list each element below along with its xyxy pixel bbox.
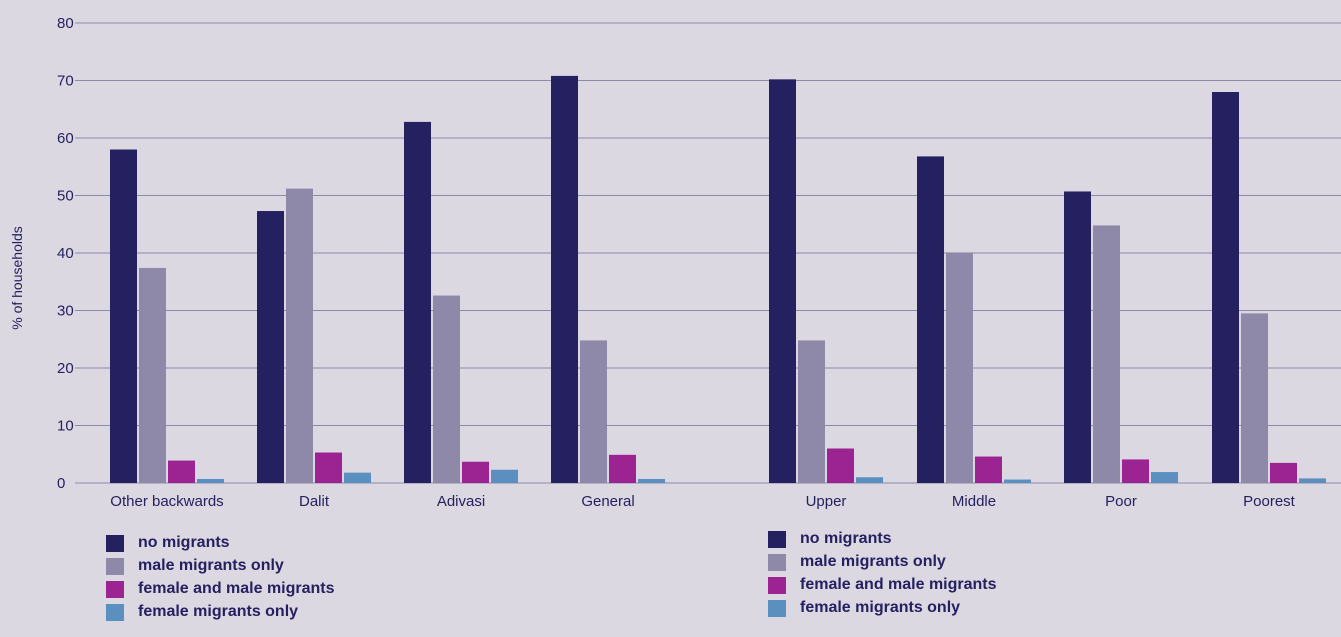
legend-label: no migrants xyxy=(800,530,892,547)
legend-item: female and male migrants xyxy=(768,576,997,594)
y-tick-label: 50 xyxy=(57,188,74,205)
legend-item: male migrants only xyxy=(768,553,997,571)
legend-item: male migrants only xyxy=(106,557,335,575)
bar xyxy=(551,75,578,484)
y-tick-label: 60 xyxy=(57,130,74,147)
legend-left: no migrants male migrants only female an… xyxy=(106,534,335,621)
legend-item: female and male migrants xyxy=(106,580,335,598)
legend-item: female migrants only xyxy=(106,603,335,621)
y-tick-label: 20 xyxy=(57,360,74,377)
bar xyxy=(827,448,854,483)
bar xyxy=(580,340,607,483)
x-tick-label: Poor xyxy=(1105,493,1137,510)
bars xyxy=(110,75,1326,484)
y-tick-labels: 0 10 20 30 40 50 60 70 80 xyxy=(57,15,74,492)
bar xyxy=(856,477,883,483)
legend-swatch xyxy=(768,599,786,617)
legend-label: female and male migrants xyxy=(800,576,997,593)
y-tick-label: 70 xyxy=(57,73,74,90)
legend-item: female migrants only xyxy=(768,599,997,617)
legend-item: no migrants xyxy=(768,530,997,548)
y-tick-label: 30 xyxy=(57,303,74,320)
bar xyxy=(946,252,973,483)
legend-swatch xyxy=(768,530,786,548)
bar xyxy=(433,295,460,483)
bar xyxy=(975,456,1002,483)
bar xyxy=(638,478,665,483)
legend-label: no migrants xyxy=(138,534,230,551)
legend-label: male migrants only xyxy=(800,553,946,570)
bar xyxy=(798,340,825,483)
x-tick-label: General xyxy=(581,493,634,510)
bar xyxy=(1004,479,1031,483)
bar xyxy=(769,79,796,483)
y-tick-label: 10 xyxy=(57,418,74,435)
bar xyxy=(1212,92,1239,483)
x-tick-labels: Other backwards Dalit Adivasi General Upper M… xyxy=(110,493,1295,510)
bar xyxy=(1122,459,1149,483)
bar xyxy=(1151,472,1178,483)
legend-label: female migrants only xyxy=(138,603,299,620)
bar xyxy=(1064,191,1091,483)
y-axis-label: % of households xyxy=(9,226,25,330)
y-tick-label: 80 xyxy=(57,15,74,32)
x-tick-label: Adivasi xyxy=(437,493,485,510)
legend-swatch xyxy=(106,603,124,621)
legend-item: no migrants xyxy=(106,534,335,552)
bar xyxy=(1241,313,1268,483)
bar xyxy=(609,454,636,483)
bar xyxy=(1299,478,1326,483)
bar xyxy=(139,267,166,483)
legend-swatch xyxy=(768,576,786,594)
bar xyxy=(197,478,224,483)
bar xyxy=(1093,225,1120,483)
x-tick-label: Other backwards xyxy=(110,493,223,510)
bar xyxy=(286,188,313,483)
legend-swatch xyxy=(106,557,124,575)
bar xyxy=(315,452,342,483)
legend-label: female migrants only xyxy=(800,599,961,616)
legend-swatch xyxy=(768,553,786,571)
bar xyxy=(491,469,518,483)
x-tick-label: Poorest xyxy=(1243,493,1296,510)
bar xyxy=(110,149,137,483)
bar xyxy=(1270,462,1297,483)
legend-label: female and male migrants xyxy=(138,580,335,597)
legend-swatch xyxy=(106,534,124,552)
x-tick-label: Upper xyxy=(806,493,847,510)
bar xyxy=(917,156,944,483)
bar xyxy=(462,461,489,483)
legend-swatch xyxy=(106,580,124,598)
x-tick-label: Middle xyxy=(952,493,996,510)
bar xyxy=(344,472,371,483)
bar xyxy=(404,121,431,484)
bar xyxy=(257,211,284,483)
bar xyxy=(168,460,195,483)
x-tick-label: Dalit xyxy=(299,493,330,510)
y-tick-label: 0 xyxy=(57,475,65,492)
y-tick-label: 40 xyxy=(57,245,74,262)
legend-right: no migrants male migrants only female an… xyxy=(768,530,997,617)
legend-label: male migrants only xyxy=(138,557,284,574)
